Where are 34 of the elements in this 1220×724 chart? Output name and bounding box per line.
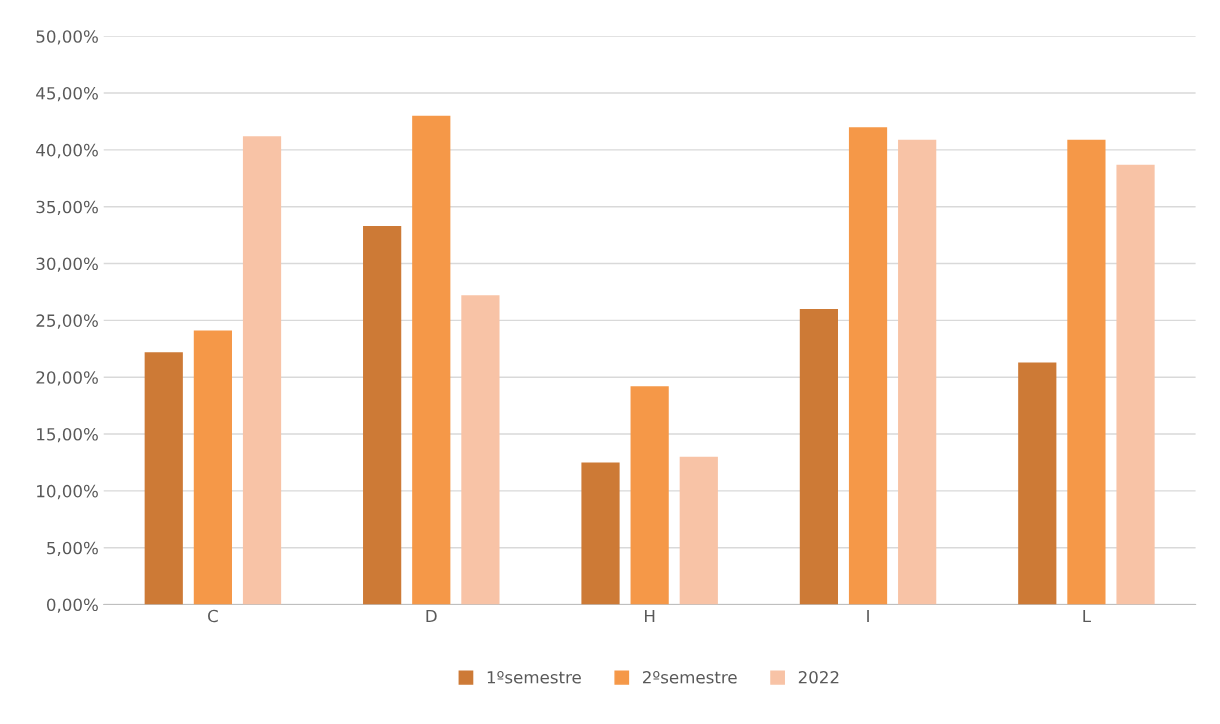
y-tick-label: 50,00%: [36, 30, 98, 45]
y-tick-label: 20,00%: [36, 371, 98, 386]
y-tick-label: 25,00%: [36, 314, 98, 329]
x-tick-label: L: [1083, 609, 1091, 623]
legend-label: 1ºsemestre: [487, 670, 581, 684]
bar: [1116, 164, 1155, 605]
x-tick-label: I: [867, 609, 869, 623]
y-tick-label: 45,00%: [36, 87, 98, 102]
y-tick-label: 35,00%: [36, 200, 98, 215]
y-tick-label: 30,00%: [36, 257, 98, 272]
bar: [461, 295, 500, 605]
x-tick-label: H: [645, 609, 655, 623]
legend-label: 2ºsemestre: [643, 670, 737, 684]
bar: [848, 127, 888, 605]
bar: [1067, 139, 1106, 605]
bar: [193, 330, 232, 605]
y-tick-label: 5,00%: [47, 541, 98, 556]
bar: [581, 462, 620, 605]
bar: [679, 456, 718, 605]
bar: [363, 226, 402, 605]
x-tick-label: C: [208, 609, 218, 623]
bar: [144, 352, 183, 605]
y-tick-label: 15,00%: [37, 428, 98, 443]
bar: [242, 136, 282, 605]
y-tick-label: 10,00%: [37, 484, 98, 500]
bar: [412, 115, 451, 605]
y-tick-label: 0,00%: [46, 598, 98, 613]
bar: [630, 386, 669, 605]
x-tick-label: D: [426, 609, 437, 623]
y-tick-label: 40,00%: [36, 143, 98, 159]
bar: [799, 309, 838, 605]
legend-label: 2022: [798, 670, 839, 684]
bar: [1018, 362, 1057, 605]
bar: [898, 139, 937, 605]
